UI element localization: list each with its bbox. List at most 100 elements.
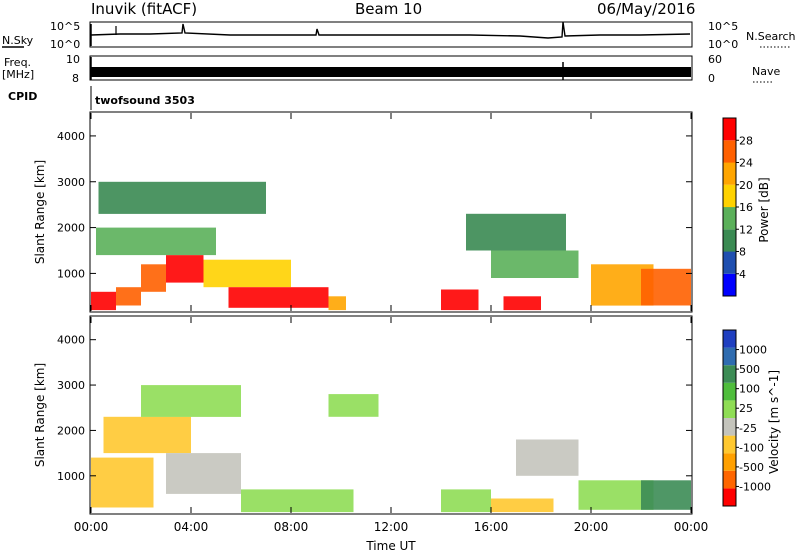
velocity-region-10 [641,480,691,510]
velocity-region-3 [166,453,241,494]
velocity-colorbar: 1000 500 100 25 -25 -100 -500 -1000 [722,329,771,507]
velocity-region-layer [91,385,691,513]
power-colorbar: 28 24 20 16 12 8 4 [722,117,753,297]
power-colorbar-tick-label-1: 24 [739,157,753,170]
beam-title: Beam 10 [355,0,423,18]
power-region-8 [328,296,346,311]
power-panel: 1000 2000 3000 4000 Slant Range [km] 28 24 20… [33,111,771,313]
velocity-colorbar-swatch-6 [723,382,736,401]
noise-trace [90,21,691,39]
velocity-region-4 [241,489,354,513]
power-region-7 [228,287,329,308]
freq-label-bottom: [MHz] [2,68,34,81]
velocity-colorbar-tick-label-7: -1000 [739,480,771,493]
velocity-x-axis: 00:00 04:00 08:00 12:00 16:00 20:00 00:00 [74,113,709,534]
velocity-colorbar-swatch-5 [723,400,736,418]
velocity-region-7 [491,498,554,513]
n-search-label: N.Search [746,30,796,43]
noise-right-tick-top: 10^5 [708,20,738,33]
velocity-region-2 [141,385,241,417]
velocity-colorbar-tick-label-0: 1000 [739,344,767,357]
velocity-colorbar-swatch-4 [723,418,736,436]
velocity-region-8 [516,439,579,476]
velocity-colorbar-swatch-9 [723,330,736,348]
station-title: Inuvik (fitACF) [91,0,198,18]
velocity-y-tick-label-2: 3000 [57,379,85,392]
noise-right-tick-bottom: 10^0 [708,38,738,51]
velocity-colorbar-label: Velocity [m s^-1] [767,370,781,474]
velocity-colorbar-swatch-8 [723,347,736,366]
time-tick-label-5: 20:00 [574,520,609,534]
velocity-colorbar-frame [722,329,737,507]
power-colorbar-tick-label-6: 4 [739,268,746,281]
power-region-9 [441,289,479,311]
power-colorbar-swatch-7 [723,118,736,141]
power-region-layer [91,181,691,311]
velocity-colorbar-swatch-0 [723,488,736,506]
velocity-panel: 1000 2000 3000 4000 00:00 04:00 08:00 12:00 16:… [33,113,781,553]
time-tick-label-3: 12:00 [374,520,409,534]
power-colorbar-swatch-4 [723,184,736,208]
power-colorbar-tick-label-0: 28 [739,134,753,147]
freq-panel-frame [89,55,693,81]
power-region-11 [466,213,566,251]
velocity-ylabel: Slant Range [km] [33,363,47,467]
cpid-row: CPID twofsound 3503 [8,86,195,110]
power-colorbar-swatch-0 [723,273,736,297]
noise-panel: N.Sky 10^5 10^0 10^5 10^0 N.Search [2,20,796,51]
velocity-colorbar-tick-label-5: -100 [739,441,764,454]
power-y-tick-label-2: 3000 [57,176,85,189]
power-y-axis: 1000 2000 3000 4000 [57,130,692,280]
power-colorbar-tick-label-2: 20 [739,179,753,192]
velocity-y-tick-label-0: 1000 [57,470,85,483]
velocity-colorbar-swatch-1 [723,470,736,489]
power-colorbar-swatch-6 [723,140,736,163]
velocity-colorbar-tick-label-2: 100 [739,383,760,396]
power-colorbar-tick-label-5: 8 [739,246,746,259]
noise-left-tick-bottom: 10^0 [50,38,80,51]
nave-right-tick-bottom: 0 [708,72,715,85]
velocity-y-tick-label-1: 2000 [57,424,85,437]
power-region-2 [141,264,166,292]
power-y-tick-label-0: 1000 [57,267,85,280]
time-tick-label-6: 00:00 [674,520,709,534]
power-colorbar-tick-label-3: 16 [739,201,753,214]
power-colorbar-swatch-5 [723,162,736,185]
date-title: 06/May/2016 [597,0,696,18]
power-region-0 [91,291,116,311]
velocity-region-0 [91,457,154,508]
velocity-colorbar-swatch-7 [723,365,736,383]
freq-band [91,67,691,77]
freq-left-tick-top: 10 [66,53,80,66]
power-region-3 [166,255,204,283]
freq-label-top: Freq. [4,56,31,69]
nave-right-tick-top: 60 [708,53,722,66]
power-colorbar-swatch-2 [723,229,736,252]
power-colorbar-swatch-3 [723,207,736,230]
velocity-y-tick-label-3: 4000 [57,334,85,347]
power-colorbar-label: Power [dB] [757,177,771,242]
velocity-colorbar-swatch-3 [723,435,736,454]
power-colorbar-tick-label-4: 12 [739,223,753,236]
nave-label: Nave [752,65,780,78]
time-axis-label: Time UT [365,539,416,553]
power-colorbar-swatch-1 [723,251,736,274]
velocity-colorbar-tick-label-4: -25 [739,422,757,435]
freq-left-tick-bottom: 8 [72,72,79,85]
power-region-6 [203,259,291,288]
velocity-region-5 [328,394,379,417]
noise-left-tick-top: 10^5 [50,20,80,33]
cpid-label: CPID [8,90,37,103]
power-region-10 [503,296,541,311]
cpid-text: twofsound 3503 [95,94,195,107]
power-y-tick-label-3: 4000 [57,130,85,143]
velocity-region-1 [103,416,191,454]
velocity-colorbar-tick-label-6: -500 [739,461,764,474]
noise-panel-frame [89,21,693,48]
time-tick-label-1: 04:00 [174,520,209,534]
freq-panel: Freq. [MHz] 10 8 60 0 Nave [2,53,780,85]
power-region-5 [98,181,266,214]
velocity-y-axis: 1000 2000 3000 4000 [57,334,692,483]
time-tick-label-2: 08:00 [274,520,309,534]
power-region-14 [641,268,691,306]
